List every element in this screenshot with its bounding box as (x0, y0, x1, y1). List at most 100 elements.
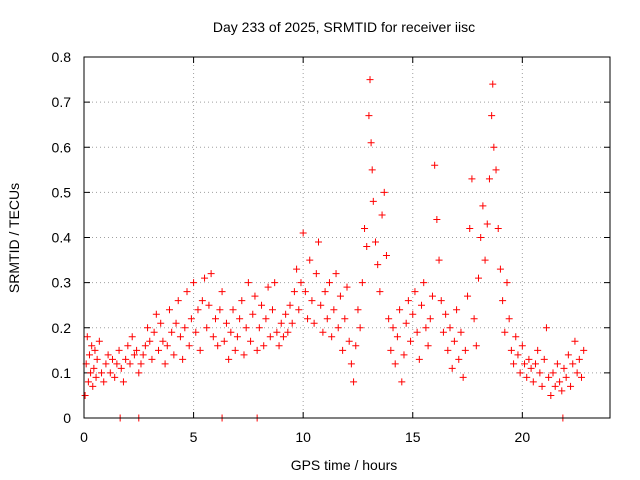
data-point (286, 301, 294, 309)
data-point (547, 391, 555, 399)
data-point (391, 360, 399, 368)
data-point (569, 360, 577, 368)
data-point (512, 333, 520, 341)
data-point (260, 342, 268, 350)
data-point (490, 143, 498, 151)
data-point (409, 310, 417, 318)
data-point (492, 166, 500, 174)
x-tick-label: 20 (515, 429, 531, 445)
data-point (564, 351, 572, 359)
data-point (437, 297, 445, 305)
data-point (225, 355, 233, 363)
data-point (529, 378, 537, 386)
data-point (113, 360, 121, 368)
data-point (268, 306, 276, 314)
data-point (141, 342, 149, 350)
data-point (560, 364, 568, 372)
y-tick-label: 0 (63, 410, 71, 426)
data-point (516, 369, 524, 377)
data-point (575, 355, 583, 363)
data-point (457, 328, 465, 336)
data-point (90, 364, 98, 372)
data-point (299, 229, 307, 237)
data-point (106, 369, 114, 377)
y-tick-label: 0.8 (52, 49, 72, 65)
data-point (483, 220, 491, 228)
data-point (376, 288, 384, 296)
data-point (470, 315, 478, 323)
data-point (95, 337, 103, 345)
data-point (553, 360, 561, 368)
grid-lines (84, 57, 610, 418)
data-point (91, 346, 99, 354)
data-point (290, 288, 298, 296)
data-point (499, 297, 507, 305)
y-tick-label: 0.7 (52, 94, 72, 110)
data-point (347, 360, 355, 368)
data-point (111, 373, 119, 381)
data-point (334, 324, 342, 332)
data-point (198, 297, 206, 305)
data-point (218, 288, 226, 296)
data-point (176, 333, 184, 341)
data-point (580, 346, 588, 354)
data-point (308, 297, 316, 305)
data-point (330, 306, 338, 314)
data-point (446, 324, 454, 332)
data-point (89, 382, 97, 390)
axis-ticks: 0 5 10 15 20 0 0.1 0.2 0.3 0.4 0.5 0.6 0.7 0.8 (52, 49, 610, 445)
data-point (227, 328, 235, 336)
y-tick-label: 0.1 (52, 365, 72, 381)
data-point (393, 333, 401, 341)
data-point (404, 297, 412, 305)
data-point (233, 333, 241, 341)
data-point (323, 315, 331, 323)
data-point (488, 112, 496, 120)
data-point (558, 387, 566, 395)
data-point (98, 369, 106, 377)
data-point (422, 324, 430, 332)
data-point (536, 369, 544, 377)
data-point (155, 346, 163, 354)
data-point (317, 301, 325, 309)
data-point (161, 360, 169, 368)
data-point (163, 342, 171, 350)
data-point (301, 288, 309, 296)
data-point (542, 324, 550, 332)
data-point (247, 337, 255, 345)
data-point (361, 224, 369, 232)
data-point (534, 346, 542, 354)
x-tick-label: 5 (190, 429, 198, 445)
data-point (92, 373, 100, 381)
data-point (102, 360, 110, 368)
data-point (464, 292, 472, 300)
data-point (293, 265, 301, 273)
data-point (81, 391, 89, 399)
data-point (119, 378, 127, 386)
data-point (262, 315, 270, 323)
data-point (387, 346, 395, 354)
data-point (521, 360, 529, 368)
data-point (420, 279, 428, 287)
data-point (88, 342, 96, 350)
data-point (510, 360, 518, 368)
data-point (365, 112, 373, 120)
data-point (523, 373, 531, 381)
data-point (216, 306, 224, 314)
y-tick-label: 0.2 (52, 320, 72, 336)
data-point (507, 346, 515, 354)
data-point (545, 373, 553, 381)
data-point (325, 279, 333, 287)
data-point (258, 301, 266, 309)
data-point (144, 324, 152, 332)
data-point (183, 288, 191, 296)
data-point (518, 342, 526, 350)
data-point (374, 261, 382, 269)
x-tick-label: 0 (80, 429, 88, 445)
data-point (527, 364, 535, 372)
data-point (126, 360, 134, 368)
data-point (222, 319, 230, 327)
data-point (229, 306, 237, 314)
data-point (400, 351, 408, 359)
data-point (389, 324, 397, 332)
